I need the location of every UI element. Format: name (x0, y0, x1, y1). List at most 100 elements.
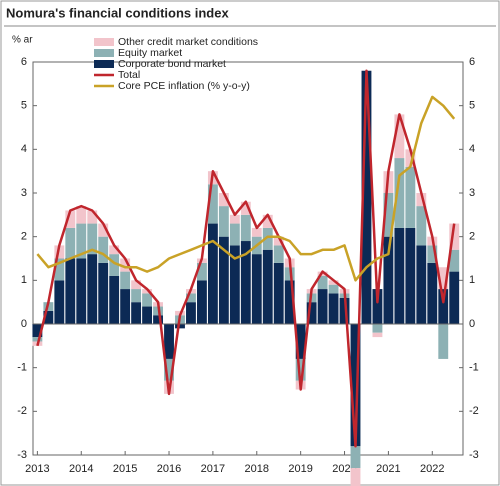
x-tick-label: 2014 (69, 463, 93, 475)
bar-segment (87, 223, 98, 255)
bar-segment (65, 227, 76, 259)
bar-segment (32, 337, 43, 342)
bar-segment (372, 324, 383, 333)
bar-segment (361, 70, 372, 324)
bar-segment (416, 245, 427, 324)
bar-segment (218, 236, 229, 324)
bar-segment (164, 358, 174, 381)
bar-segment (295, 324, 306, 359)
y-tick-label: 6 (21, 56, 27, 68)
bar-segment (218, 193, 229, 207)
line-series (36, 95, 456, 282)
bar-segment (405, 227, 416, 324)
bar-segment (405, 166, 416, 228)
bar-segment (328, 293, 339, 324)
legend-label: Corporate bond market (118, 58, 226, 70)
bar-segment (427, 262, 438, 324)
bar-segment (175, 324, 185, 329)
bar-segment (218, 206, 229, 237)
bar-segment (120, 258, 131, 272)
y-unit: % ar (12, 35, 33, 46)
y-tick-label: -2 (17, 405, 27, 417)
x-tick-label: 2022 (420, 463, 444, 475)
bar-segment (186, 293, 196, 303)
y-tick-label: 2 (21, 231, 27, 243)
bar-segment (427, 245, 438, 263)
bar-segment (196, 262, 207, 281)
y-tick-label: 0 (21, 318, 27, 330)
bar-segment (394, 227, 405, 324)
bar-segment (142, 293, 153, 307)
y-tick-label: -3 (17, 449, 27, 461)
legend-swatch (94, 38, 114, 46)
x-tick-label: 2018 (245, 463, 269, 475)
bar-segment (416, 206, 427, 246)
bar-segment (229, 214, 240, 224)
bar-segment (207, 223, 218, 324)
bar-segment (109, 254, 120, 276)
bar-segment (328, 280, 339, 285)
bar-segment (54, 258, 65, 281)
y-tick-label: 1 (21, 274, 27, 286)
bar-segment (32, 324, 43, 338)
bar-segment (153, 315, 163, 324)
legend-label: Total (118, 69, 140, 81)
bar-segment (54, 280, 65, 324)
bar-segment (416, 193, 427, 207)
bar-segment (273, 262, 284, 324)
plot-area (32, 61, 464, 456)
bar-segment (317, 275, 328, 290)
bar-segment (405, 149, 416, 167)
line-series (36, 69, 456, 448)
y-tick-label: 3 (21, 187, 27, 199)
bar-segment (87, 210, 98, 224)
legend-swatch (94, 60, 114, 68)
bar-segment (196, 280, 207, 324)
y2-tick-label: 5 (469, 100, 475, 112)
bar-segment (350, 468, 361, 486)
bar-segment (394, 114, 405, 159)
bar-segment (438, 324, 449, 359)
bar-segment (240, 201, 251, 215)
bar-segment (240, 241, 251, 324)
bar-segment (328, 284, 339, 294)
bar-segment (350, 446, 361, 469)
bar-segment (372, 332, 383, 338)
bar-segment (207, 184, 218, 224)
x-tick-label: 2016 (157, 463, 181, 475)
bar-segment (339, 297, 350, 324)
bar-segment (142, 289, 153, 294)
bar-segment (262, 214, 273, 228)
bar-segment (76, 258, 87, 324)
bar-segment (65, 258, 76, 324)
legend-label: Other credit market conditions (118, 36, 258, 48)
bar-segment (350, 324, 361, 447)
bar-segment (76, 223, 87, 259)
bar-segment (449, 271, 460, 324)
chart-title: Nomura's financial conditions index (6, 5, 229, 20)
bar-segment (372, 289, 383, 324)
legend-label: Core PCE inflation (% y-o-y) (118, 80, 250, 92)
bar-segment (65, 210, 76, 228)
bar-segment (251, 227, 262, 237)
y2-tick-label: 2 (469, 231, 475, 243)
y2-tick-label: 4 (469, 143, 475, 155)
bar-segment (449, 223, 460, 250)
bar-segment (251, 254, 262, 324)
bar-segment (449, 249, 460, 272)
bar-segment (229, 245, 240, 324)
x-tick-label: 2015 (113, 463, 137, 475)
bar-segment (306, 302, 317, 324)
bar-segment (273, 236, 284, 246)
bar-segment (98, 262, 109, 324)
bar-segment (262, 249, 273, 324)
bar-segment (394, 158, 405, 228)
bar-segment (120, 289, 131, 324)
bar-segment (87, 254, 98, 324)
y-tick-label: -1 (17, 362, 27, 374)
bar-segment (120, 271, 131, 290)
y2-tick-label: 1 (469, 274, 475, 286)
bar-segment (438, 267, 449, 290)
bar-segment (262, 227, 273, 250)
